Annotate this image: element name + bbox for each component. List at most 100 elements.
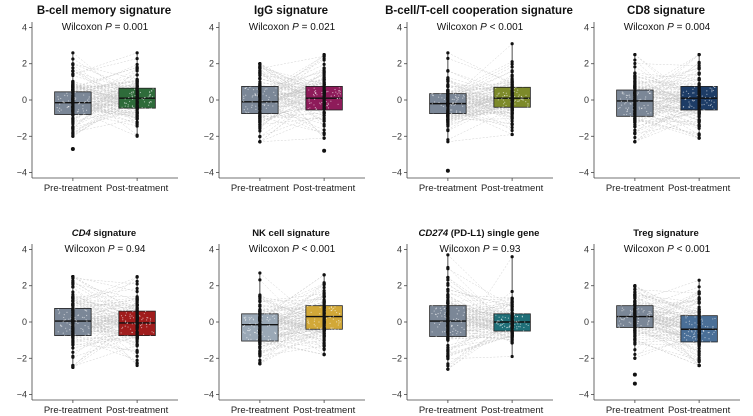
sample-dot [501,82,503,84]
sample-dot [83,101,86,104]
sample-dot [147,96,149,98]
sample-point [510,300,514,304]
sample-dot [516,331,519,334]
sample-point [135,316,139,320]
sample-dot [640,98,642,100]
sample-dot [247,88,249,91]
panel-title-italic: CD274 [419,228,449,239]
sample-dot [249,317,251,319]
sample-point [71,305,75,309]
sample-dot [330,343,332,345]
x-category-label: Post-treatment [668,405,731,416]
sample-dot [59,343,61,345]
sample-dot [706,93,708,95]
sample-dot [267,104,269,107]
y-tick-label: 2 [209,59,214,69]
paired-line [634,295,700,313]
sample-dot [57,331,59,333]
x-category-label: Post-treatment [481,183,544,194]
sample-dot [308,323,310,325]
sample-dot [334,54,336,56]
sample-point [71,69,75,73]
paired-line [72,298,138,327]
sample-dot [618,54,621,56]
sample-dot [331,329,333,332]
sample-point [446,85,450,89]
sample-point [135,67,139,71]
sample-dot [688,320,691,322]
sample-dot [713,331,715,333]
sample-dot [507,133,509,136]
sample-dot [441,331,444,333]
sample-dot [139,324,142,327]
sample-dot [327,298,329,301]
sample-dot [501,83,503,85]
sample-point [258,362,262,366]
sample-dot [68,318,70,320]
sample-dot [525,94,527,97]
sample-point [258,129,262,133]
sample-dot [123,338,125,340]
sample-dot [684,72,686,74]
sample-dot [262,299,264,301]
sample-dot [518,305,521,308]
paired-line [72,276,138,311]
sample-dot [55,282,58,284]
sample-dot [641,303,643,305]
y-tick-label: 4 [397,244,402,254]
sample-point [697,329,701,333]
sample-dot [710,364,712,367]
sample-dot [66,129,68,131]
sample-dot [338,125,340,127]
y-tick-label: 2 [584,281,589,291]
sample-point [322,323,326,327]
sample-point [633,322,637,326]
sample-dot [514,323,516,326]
sample-point [71,81,75,85]
sample-dot [506,94,508,97]
sample-dot [128,68,130,70]
sample-dot [628,77,631,79]
sample-dot [139,91,142,94]
sample-point [633,65,637,69]
sample-dot [626,113,628,116]
sample-point [697,292,701,296]
paired-line [259,296,325,343]
sample-point [633,58,637,62]
sample-dot [451,114,453,116]
sample-dot [248,327,250,329]
sample-dot [629,115,632,117]
sample-point [697,102,701,106]
sample-dot [248,111,250,114]
sample-dot [623,84,625,87]
x-category-label: Pre-treatment [231,183,289,194]
sample-dot [626,99,628,101]
sample-dot [308,112,310,114]
sample-dot [148,355,150,357]
sample-dot [59,90,61,92]
paired-line [72,106,138,131]
sample-point [322,343,326,347]
sample-dot [127,104,129,106]
sample-dot [314,90,317,92]
paired-line [72,278,138,285]
sample-dot [318,55,321,57]
sample-dot [141,97,143,100]
sample-dot [454,356,456,358]
sample-dot [462,97,464,99]
sample-point [510,97,514,101]
sample-dot [85,286,88,288]
paired-line [634,121,700,134]
wilcoxon-stat: Wilcoxon P < 0.001 [624,244,711,255]
paired-line [259,330,325,364]
sample-dot [88,96,90,98]
paired-line [634,286,700,362]
sample-dot [515,109,517,111]
sample-point [633,77,637,81]
sample-dot [648,141,650,143]
sample-dot [439,115,442,117]
sample-dot [334,306,336,308]
sample-dot [521,123,523,125]
paired-line [259,112,325,137]
sample-point [633,74,637,79]
